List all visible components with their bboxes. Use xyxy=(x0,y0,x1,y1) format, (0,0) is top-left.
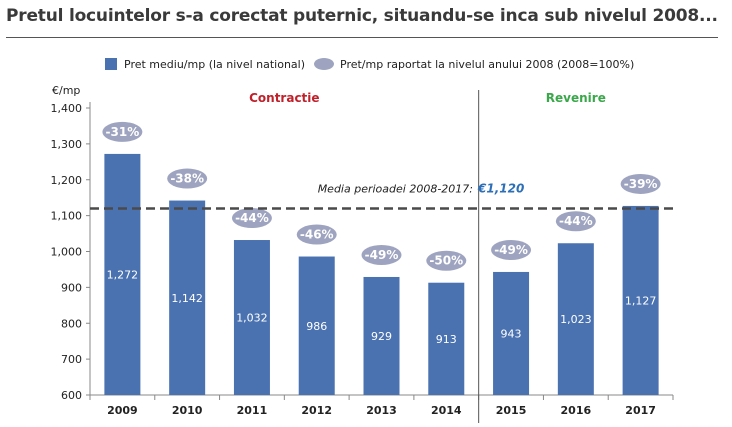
bar xyxy=(298,256,335,395)
y-tick-label: 600 xyxy=(61,389,82,402)
legend: Pret mediu/mp (la nivel national) Pret/m… xyxy=(105,58,634,71)
y-tick-label: 900 xyxy=(61,281,82,294)
x-tick-label: 2016 xyxy=(561,404,592,417)
y-tick-label: 1,100 xyxy=(51,210,83,223)
bar-value-label: 1,272 xyxy=(107,268,139,281)
y-tick-label: 1,300 xyxy=(51,138,83,151)
percent-label: -46% xyxy=(300,228,334,242)
average-value: €1,120 xyxy=(477,181,524,195)
percent-label: -49% xyxy=(494,243,528,257)
bar-value-label: 943 xyxy=(501,327,522,340)
y-tick-label: 800 xyxy=(61,317,82,330)
percent-bubbles: -31% -38% -44% -46% -49% -50% -49% -44% -39% xyxy=(102,121,661,271)
chart-title: Pretul locuintelor s-a corectat puternic… xyxy=(6,6,718,26)
y-tick-label: 1,200 xyxy=(51,174,83,187)
percent-bubble xyxy=(620,173,661,194)
bar xyxy=(428,282,465,395)
bar-value-label: 1,142 xyxy=(171,292,203,305)
average-label: Media perioadei 2008-2017: xyxy=(318,182,473,195)
percent-label: -50% xyxy=(429,254,463,268)
x-tick-label: 2015 xyxy=(496,404,527,417)
axes: 600 700 800 900 1,000 1,100 1,200 1,300 1,400 200… xyxy=(51,102,674,417)
section-label: Revenire xyxy=(546,91,606,105)
percent-label: -44% xyxy=(235,211,269,225)
y-tick-label: 1,000 xyxy=(51,246,83,259)
legend-swatch-bar xyxy=(105,58,117,70)
x-tick-label: 2009 xyxy=(107,404,138,417)
x-tick-label: 2014 xyxy=(431,404,462,417)
x-tick-label: 2012 xyxy=(301,404,332,417)
title-divider xyxy=(6,37,718,38)
legend-label-bubble: Pret/mp raportat la nivelul anului 2008 … xyxy=(340,58,634,71)
percent-bubble xyxy=(296,224,337,245)
y-axis-unit: €/mp xyxy=(52,84,80,97)
percent-label: -31% xyxy=(106,125,140,139)
bar-value-label: 913 xyxy=(436,333,457,346)
y-tick-label: 700 xyxy=(61,353,82,366)
percent-bubble xyxy=(555,211,596,232)
bar xyxy=(622,205,659,395)
bar xyxy=(104,153,141,395)
percent-bubble xyxy=(231,208,272,229)
percent-bubble xyxy=(491,239,532,260)
percent-label: -39% xyxy=(624,177,658,191)
percent-label: -44% xyxy=(559,214,593,228)
percent-bubble xyxy=(102,121,143,142)
percent-label: -49% xyxy=(365,248,399,262)
percent-bubble xyxy=(167,168,208,189)
bar-value-label: 1,127 xyxy=(625,294,657,307)
bar xyxy=(363,276,400,395)
bar-value-label: 1,032 xyxy=(236,312,268,325)
bars: 1,272 1,142 1,032 986 929 913 943 1,023 1,127 xyxy=(104,153,659,395)
x-tick-label: 2013 xyxy=(366,404,397,417)
bar xyxy=(169,200,206,395)
x-tick-label: 2010 xyxy=(172,404,203,417)
chart-overlays: Contractie Revenire Media perioadei 2008-2… xyxy=(90,90,673,423)
legend-swatch-bubble xyxy=(314,58,334,70)
x-tick-label: 2017 xyxy=(625,404,656,417)
legend-label-bar: Pret mediu/mp (la nivel national) xyxy=(124,58,305,71)
y-tick-label: 1,400 xyxy=(51,102,83,115)
bar xyxy=(557,243,594,395)
x-tick-label: 2011 xyxy=(237,404,268,417)
bar-value-label: 1,023 xyxy=(560,313,592,326)
bar xyxy=(233,240,270,395)
bar-value-label: 929 xyxy=(371,330,392,343)
percent-bubble xyxy=(426,250,467,271)
percent-bubble xyxy=(361,244,402,265)
bar xyxy=(493,271,530,395)
bar-value-label: 986 xyxy=(306,320,327,333)
percent-label: -38% xyxy=(170,172,204,186)
section-label: Contractie xyxy=(249,91,319,105)
